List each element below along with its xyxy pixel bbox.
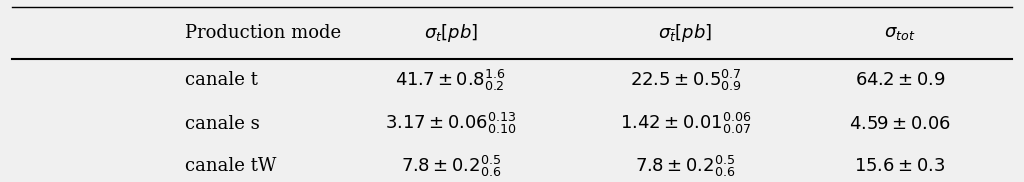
Text: canale tW: canale tW <box>185 157 276 175</box>
Text: $1.42 \pm 0.01^{0.06}_{0.07}$: $1.42 \pm 0.01^{0.06}_{0.07}$ <box>620 111 752 136</box>
Text: $\sigma_{\bar{t}}[pb]$: $\sigma_{\bar{t}}[pb]$ <box>658 22 713 44</box>
Text: $41.7 \pm 0.8^{1.6}_{0.2}$: $41.7 \pm 0.8^{1.6}_{0.2}$ <box>395 68 506 93</box>
Text: $22.5 \pm 0.5^{0.7}_{0.9}$: $22.5 \pm 0.5^{0.7}_{0.9}$ <box>630 68 741 93</box>
Text: $15.6 \pm 0.3$: $15.6 \pm 0.3$ <box>854 157 946 175</box>
Text: $\sigma_t[pb]$: $\sigma_t[pb]$ <box>424 22 478 44</box>
Text: $4.59 \pm 0.06$: $4.59 \pm 0.06$ <box>849 115 951 133</box>
Text: $7.8 \pm 0.2^{0.5}_{0.6}$: $7.8 \pm 0.2^{0.5}_{0.6}$ <box>636 153 735 179</box>
Text: $7.8 \pm 0.2^{0.5}_{0.6}$: $7.8 \pm 0.2^{0.5}_{0.6}$ <box>400 153 501 179</box>
Text: canale t: canale t <box>185 71 258 89</box>
Text: $64.2 \pm 0.9$: $64.2 \pm 0.9$ <box>855 71 945 89</box>
Text: $\sigma_{tot}$: $\sigma_{tot}$ <box>885 24 915 42</box>
Text: Production mode: Production mode <box>185 24 341 42</box>
Text: canale s: canale s <box>185 115 260 133</box>
Text: $3.17 \pm 0.06^{0.13}_{0.10}$: $3.17 \pm 0.06^{0.13}_{0.10}$ <box>385 111 516 136</box>
